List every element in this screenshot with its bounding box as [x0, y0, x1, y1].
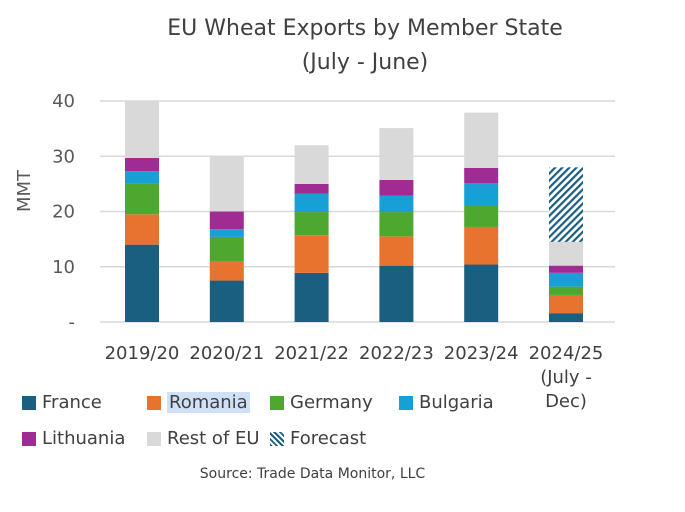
bar-segment-romania: [379, 236, 414, 266]
legend-label: France: [42, 392, 102, 413]
legend-item-romania: Romania: [147, 392, 250, 413]
legend-item-lithuania: Lithuania: [22, 428, 125, 449]
bar-segment-lithuania: [379, 180, 414, 196]
bar-segment-france: [294, 272, 329, 322]
y-tick-label: 40: [52, 91, 75, 112]
legend-item-rest-of-eu: Rest of EU: [147, 428, 260, 449]
x-tick-label: Dec): [545, 391, 587, 412]
bar-segment-bulgaria: [209, 229, 244, 237]
legend-swatch: [22, 431, 36, 446]
bar-segment-bulgaria: [294, 193, 329, 213]
legend-swatch: [22, 395, 36, 410]
legend-label: Lithuania: [42, 428, 126, 449]
bar-segment-lithuania: [464, 167, 499, 184]
bar-segment-romania: [549, 294, 583, 314]
chart-title: EU Wheat Exports by Member State: [167, 16, 563, 41]
bar-segment-lithuania: [549, 265, 583, 273]
legend-swatch: [270, 395, 284, 410]
x-tick-label: 2023/24: [444, 343, 519, 364]
bar-segment-bulgaria: [125, 171, 159, 184]
bar-segment-rest-of-eu: [209, 156, 244, 212]
source-note: Source: Trade Data Monitor, LLC: [199, 466, 426, 482]
bar-segment-france: [125, 244, 159, 322]
bar-segment-bulgaria: [464, 183, 499, 206]
bar-segment-bulgaria: [549, 272, 583, 287]
legend-item-forecast: Forecast: [270, 428, 366, 449]
bar-segment-germany: [125, 183, 159, 215]
bar-segment-germany: [464, 205, 499, 227]
bar-segment-lithuania: [209, 211, 244, 230]
legend-item-france: France: [22, 392, 102, 413]
bar-segment-france: [379, 265, 414, 322]
bar-segment-france: [549, 313, 583, 322]
legend-item-germany: Germany: [270, 392, 373, 413]
legend-swatch: [147, 395, 161, 410]
legend-swatch: [147, 431, 161, 446]
legend-item-bulgaria: Bulgaria: [399, 392, 494, 413]
y-axis-label: MMT: [14, 169, 35, 212]
legend-label: Forecast: [290, 428, 367, 449]
legend-label: Rest of EU: [167, 428, 260, 449]
x-tick-label: 2019/20: [105, 343, 180, 364]
legend-swatch: [399, 395, 413, 410]
bar-segment-rest-of-eu: [125, 101, 159, 158]
legend-label: Romania: [167, 392, 250, 413]
bar-segment-rest-of-eu: [379, 128, 414, 181]
legend-swatch: [270, 431, 284, 446]
x-tick-label: (July -: [540, 367, 592, 388]
y-tick-label: 30: [52, 146, 75, 167]
bar-segment-romania: [464, 226, 499, 265]
bar-segment-lithuania: [294, 183, 329, 194]
bar-segment-france: [209, 280, 244, 322]
bar-segment-romania: [294, 235, 329, 273]
y-tick-label: 20: [52, 202, 75, 223]
bar-segment-germany: [294, 212, 329, 236]
y-tick-label: -: [69, 312, 76, 333]
bar-segment-bulgaria: [379, 195, 414, 213]
bar-segment-lithuania: [125, 157, 159, 172]
bar-segment-germany: [379, 212, 414, 237]
bar-segment-rest-of-eu: [549, 241, 583, 266]
x-tick-label: 2020/21: [189, 343, 264, 364]
bar-segment-germany: [549, 286, 583, 295]
chart-subtitle: (July - June): [301, 50, 429, 75]
x-tick-label: 2022/23: [359, 343, 434, 364]
legend-label: Bulgaria: [419, 392, 494, 413]
x-tick-label: 2021/22: [274, 343, 349, 364]
legend-label: Germany: [290, 392, 373, 413]
bar-segment-france: [464, 264, 499, 322]
bar-segment-germany: [209, 236, 244, 262]
bar-segment-romania: [209, 261, 244, 281]
bar-segment-forecast: [549, 167, 583, 242]
bar-segment-romania: [125, 214, 159, 245]
x-tick-label: 2024/25: [529, 343, 604, 364]
bar-segment-rest-of-eu: [294, 145, 329, 184]
bar-segment-rest-of-eu: [464, 112, 499, 168]
y-tick-label: 10: [52, 257, 75, 278]
